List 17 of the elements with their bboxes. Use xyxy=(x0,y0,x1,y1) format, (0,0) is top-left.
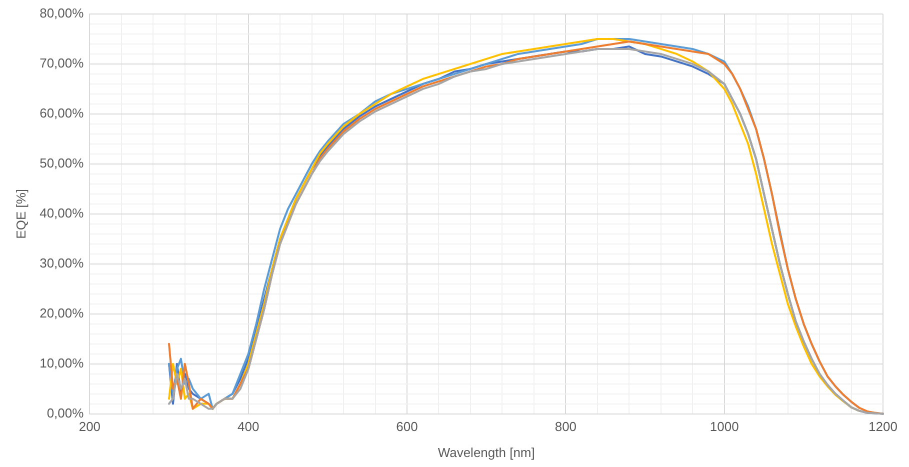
y-tick-label: 80,00% xyxy=(40,6,84,21)
y-tick-label: 60,00% xyxy=(40,106,84,121)
y-tick-label: 20,00% xyxy=(40,305,84,320)
y-tick-label: 10,00% xyxy=(40,355,84,370)
y-tick-label: 30,00% xyxy=(40,255,84,270)
x-axis-title: Wavelength [nm] xyxy=(438,444,535,460)
x-tick-label: 400 xyxy=(238,419,260,434)
x-tick-label: 800 xyxy=(554,419,577,434)
y-tick-label: 0,00% xyxy=(46,405,84,420)
x-tick-label: 600 xyxy=(396,419,418,434)
x-tick-label: 200 xyxy=(78,419,101,434)
y-axis-title: EQE [%] xyxy=(13,188,28,239)
y-tick-label: 40,00% xyxy=(40,205,84,220)
y-tick-label: 50,00% xyxy=(40,156,84,171)
y-tick-label: 70,00% xyxy=(40,56,84,71)
x-tick-label: 1000 xyxy=(710,419,739,434)
x-tick-label: 1200 xyxy=(868,419,898,434)
